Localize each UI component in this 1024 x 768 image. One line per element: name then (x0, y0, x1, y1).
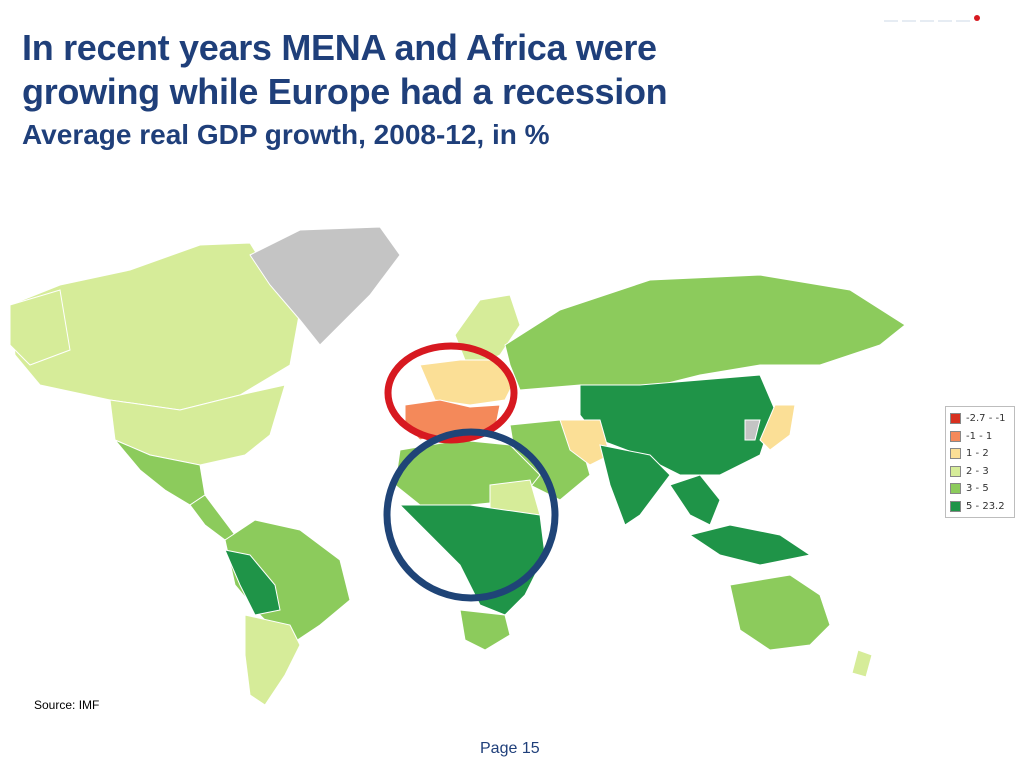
region-japan (759, 404, 796, 451)
legend-item: -1 - 1 (950, 428, 1010, 446)
legend-swatch (950, 413, 961, 425)
source-note: Source: IMF (34, 698, 100, 712)
africa-highlight-circle (383, 428, 559, 602)
slide-title: In recent years MENA and Africa were gro… (22, 26, 668, 114)
legend-item: 1 - 2 (950, 445, 1010, 463)
logo (884, 15, 980, 22)
region-alaska (9, 289, 71, 366)
region-greenland (249, 226, 401, 346)
region-korea (744, 419, 761, 441)
legend-item: 5 - 23.2 (950, 498, 1010, 516)
legend-item: 2 - 3 (950, 463, 1010, 481)
europe-highlight-circle (384, 342, 518, 444)
region-central-america (189, 494, 236, 541)
legend-item: -2.7 - -1 (950, 410, 1010, 428)
region-indonesia (688, 524, 812, 566)
legend-label: 1 - 2 (966, 448, 989, 460)
legend-label: -2.7 - -1 (966, 413, 1006, 425)
map-legend: -2.7 - -1 -1 - 1 1 - 2 2 - 3 3 - 5 5 - 2… (945, 406, 1015, 518)
region-canada (9, 242, 301, 411)
legend-label: -1 - 1 (966, 430, 993, 442)
legend-label: 3 - 5 (966, 483, 989, 495)
legend-label: 5 - 23.2 (966, 500, 1005, 512)
logo-dot-icon (974, 15, 980, 21)
world-map (9, 226, 906, 706)
page-number: Page 15 (480, 740, 540, 757)
slide-subtitle: Average real GDP growth, 2008-12, in % (22, 119, 550, 150)
region-new-zealand (851, 649, 873, 678)
region-iran (559, 419, 611, 466)
region-southern-africa (459, 609, 511, 651)
region-peru-bolivia (224, 549, 281, 616)
legend-swatch (950, 430, 961, 442)
region-australia (729, 574, 831, 651)
region-india (599, 444, 671, 526)
legend-label: 2 - 3 (966, 465, 989, 477)
legend-item: 3 - 5 (950, 480, 1010, 498)
legend-swatch (950, 448, 961, 460)
title-line-1: In recent years MENA and Africa were (22, 27, 657, 68)
title-line-2: growing while Europe had a recession (22, 71, 668, 112)
region-southeast-asia (669, 474, 721, 526)
region-argentina-chile (244, 614, 301, 706)
legend-swatch (950, 483, 961, 495)
legend-swatch (950, 465, 961, 477)
region-russia (504, 274, 906, 391)
legend-swatch (950, 500, 961, 512)
